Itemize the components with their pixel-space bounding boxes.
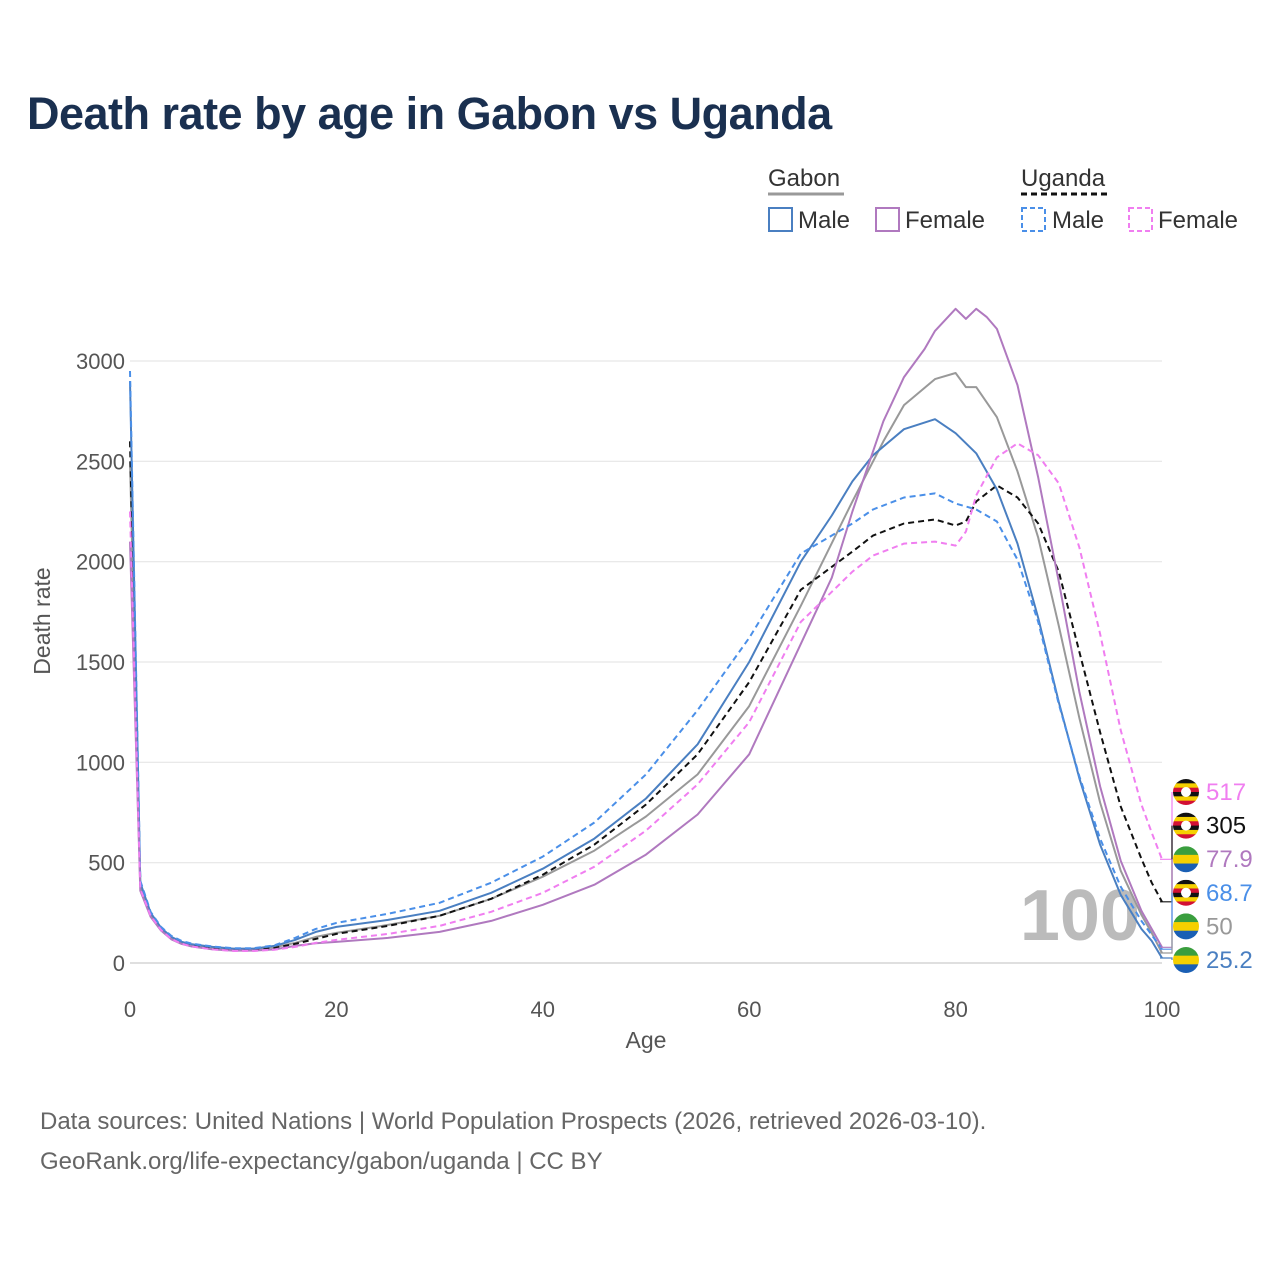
series-line-uganda-total[interactable]	[129, 441, 1163, 951]
gabon-flag-icon	[1173, 846, 1199, 873]
y-tick-label: 2500	[76, 449, 125, 474]
end-value-label: 517	[1206, 779, 1246, 806]
gabon-flag-icon	[1173, 913, 1199, 940]
y-tick-label: 500	[88, 851, 125, 876]
end-value-label: 77.9	[1206, 846, 1253, 873]
y-tick-label: 0	[113, 951, 125, 976]
footer-sources: Data sources: United Nations | World Pop…	[40, 1108, 987, 1135]
year-watermark: 100	[1020, 876, 1140, 956]
y-tick-label: 1000	[76, 750, 125, 775]
legend-uganda-female-swatch[interactable]	[1128, 207, 1153, 232]
x-tick-label: 80	[943, 997, 967, 1022]
end-value-label: 50	[1206, 913, 1233, 940]
x-tick-label: 100	[1144, 997, 1181, 1022]
legend-group-gabon: Gabon	[768, 165, 840, 192]
legend-gabon-female-label[interactable]: Female	[905, 207, 985, 234]
x-tick-label: 60	[737, 997, 761, 1022]
series-line-gabon-female[interactable]	[129, 307, 1163, 952]
series-lines	[129, 307, 1163, 959]
legend-uganda-male-swatch[interactable]	[1021, 207, 1046, 232]
legend-group-uganda: Uganda	[1021, 165, 1106, 192]
x-tick-label: 40	[531, 997, 555, 1022]
legend-gabon-male-swatch[interactable]	[768, 207, 793, 232]
end-connector	[1160, 825, 1173, 903]
uganda-flag-icon	[1173, 879, 1199, 906]
series-line-gabon-male[interactable]	[129, 381, 1163, 959]
x-tick-label: 0	[124, 997, 136, 1022]
end-connector	[1160, 926, 1173, 954]
uganda-flag-icon	[1173, 812, 1199, 839]
chart-title: Death rate by age in Gabon vs Uganda	[27, 88, 832, 139]
end-value-label: 25.2	[1206, 947, 1253, 974]
y-tick-label: 2000	[76, 550, 125, 575]
axis-ticks: 0 500 1000 1500 2000 2500 3000 0 20 40 60 80 100	[76, 349, 1180, 1022]
footer-link[interactable]: GeoRank.org/life-expectancy/gabon/uganda…	[40, 1148, 603, 1175]
end-value-label: 305	[1206, 813, 1246, 840]
x-axis-title: Age	[626, 1027, 667, 1053]
uganda-flag-icon	[1173, 779, 1199, 805]
series-line-gabon-total[interactable]	[129, 372, 1163, 954]
end-value-label: 68.7	[1206, 880, 1253, 907]
x-tick-label: 20	[324, 997, 348, 1022]
series-line-uganda-female[interactable]	[129, 442, 1163, 952]
legend-uganda-male-label[interactable]: Male	[1052, 207, 1104, 234]
legend-gabon-female-swatch[interactable]	[875, 207, 900, 232]
gabon-flag-icon	[1173, 947, 1199, 973]
grid-lines	[130, 360, 1162, 964]
end-labels: 517 305 77.9 68.7 50 25.2	[1160, 779, 1253, 974]
y-tick-label: 1500	[76, 650, 125, 675]
series-line-uganda-male[interactable]	[129, 370, 1163, 950]
legend: Gabon Uganda Male Female Male Female	[768, 165, 1238, 234]
legend-gabon-male-label[interactable]: Male	[798, 207, 850, 234]
y-axis-title: Death rate	[29, 567, 55, 674]
legend-uganda-female-label[interactable]: Female	[1158, 207, 1238, 234]
end-connector	[1160, 859, 1173, 948]
end-connector	[1160, 792, 1173, 860]
y-tick-label: 3000	[76, 349, 125, 374]
end-connector	[1160, 957, 1173, 960]
